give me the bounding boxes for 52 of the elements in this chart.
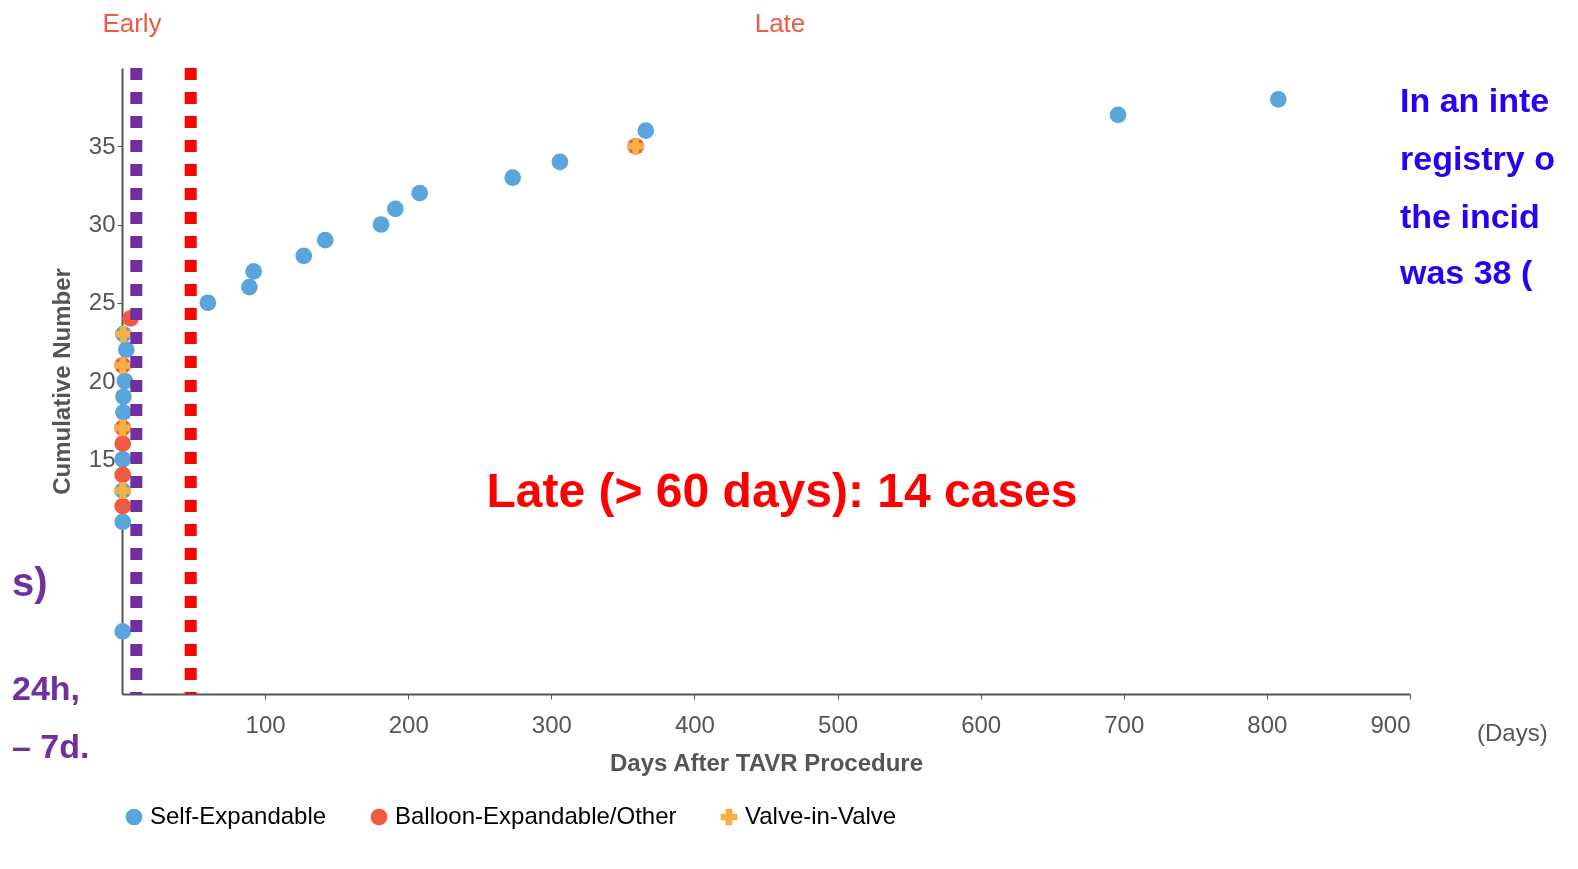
x-tick-label: 200 xyxy=(388,710,429,738)
annotation: Late (> 60 days): 14 cases xyxy=(486,464,1078,517)
point xyxy=(241,278,258,296)
legend-label: Balloon-Expandable/Other xyxy=(395,802,677,829)
point xyxy=(295,247,313,265)
x-tick-label: 900 xyxy=(1370,710,1411,738)
text: (Days) xyxy=(1477,719,1548,746)
y-tick-label: 15 xyxy=(88,444,116,472)
x-tick-label: 700 xyxy=(1104,710,1145,738)
point xyxy=(316,231,334,249)
x-tick-label: 600 xyxy=(961,710,1002,738)
point xyxy=(116,372,134,390)
point xyxy=(199,294,217,312)
text: Late xyxy=(754,8,806,38)
point xyxy=(114,623,132,640)
x-axis-title: Days After TAVR Procedure xyxy=(610,748,923,776)
point xyxy=(1269,90,1287,108)
annotation: In an inte xyxy=(1400,81,1550,119)
y-tick-label: 20 xyxy=(88,366,116,394)
point xyxy=(117,341,135,359)
x-tick-label: 800 xyxy=(1247,710,1288,738)
annotation: registry o xyxy=(1400,139,1555,177)
annotation: was 38 ( xyxy=(1399,253,1533,291)
point xyxy=(245,263,263,280)
y-tick-label: 25 xyxy=(88,288,116,316)
point xyxy=(637,122,655,139)
legend-label: Self-Expandable xyxy=(150,802,327,829)
text: s) xyxy=(12,560,48,604)
point xyxy=(386,200,404,218)
point xyxy=(114,513,132,531)
legend-label: Valve-in-Valve xyxy=(745,802,897,829)
point xyxy=(411,184,429,202)
point xyxy=(114,450,132,468)
x-tick-label: 300 xyxy=(531,710,572,738)
point xyxy=(114,497,132,515)
annotation: the incid xyxy=(1400,197,1540,235)
x-tick-label: 500 xyxy=(818,710,859,738)
point xyxy=(551,153,569,171)
x-tick-label: 100 xyxy=(245,710,286,738)
text: Early xyxy=(102,8,162,38)
y-axis-title: Cumulative Number xyxy=(47,268,75,495)
y-tick-label: 35 xyxy=(88,131,116,159)
text: – 7d. xyxy=(12,727,90,765)
point xyxy=(115,388,132,405)
point xyxy=(504,169,522,186)
point xyxy=(1109,106,1127,124)
text: 24h, xyxy=(12,669,81,707)
x-tick-label: 400 xyxy=(674,710,715,738)
point xyxy=(114,435,132,452)
y-tick-label: 30 xyxy=(88,210,116,237)
point xyxy=(372,216,390,233)
point xyxy=(114,466,132,484)
